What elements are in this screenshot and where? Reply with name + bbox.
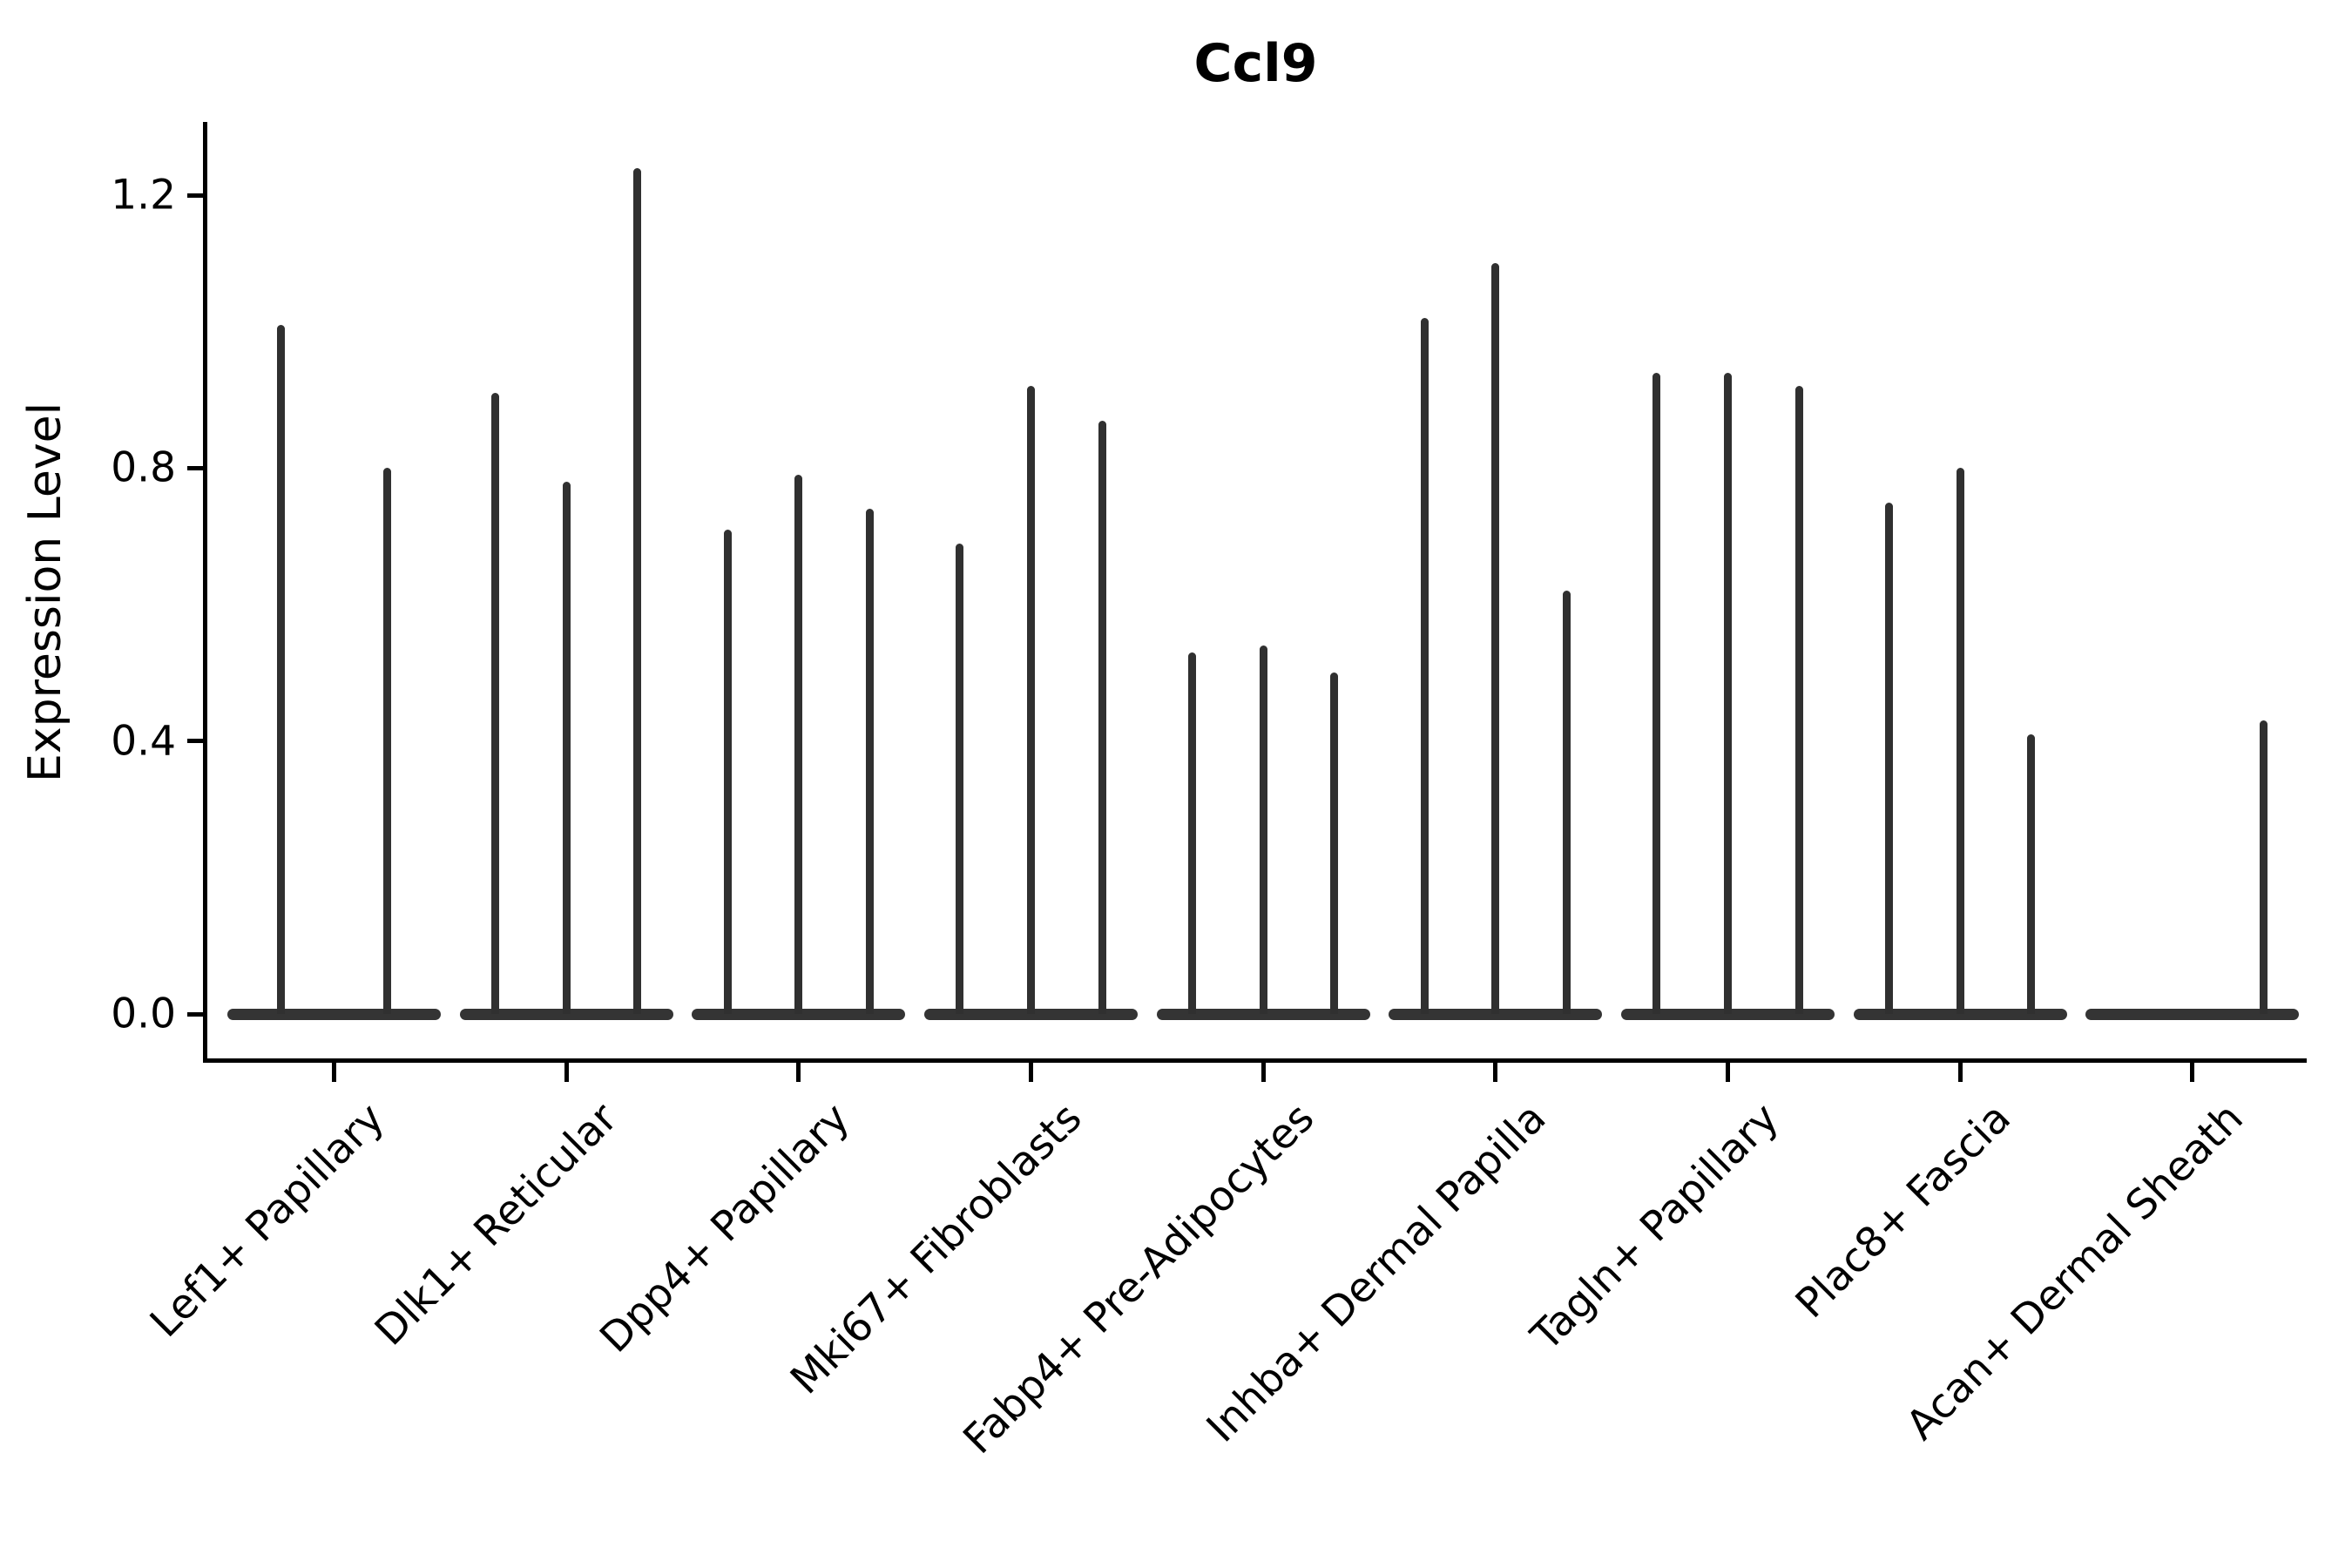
x-tick-mark	[1260, 1063, 1266, 1082]
x-tick-label: Lef1+ Papillary	[141, 1094, 395, 1347]
violin-spike	[1259, 645, 1267, 1014]
y-tick-mark	[187, 465, 205, 470]
violin-body	[923, 1008, 1138, 1020]
x-tick-mark	[2190, 1063, 2195, 1082]
violin-spike	[1723, 372, 1732, 1014]
y-tick-label: 0.0	[111, 990, 176, 1038]
violin-body	[1620, 1008, 1835, 1020]
violin-body	[2085, 1008, 2300, 1020]
x-tick-mark	[796, 1063, 801, 1082]
x-tick-mark	[1957, 1063, 1963, 1082]
x-tick-mark	[1028, 1063, 1033, 1082]
violin-spike	[1884, 502, 1893, 1014]
violin-body	[692, 1008, 906, 1020]
violin-spike	[1026, 386, 1035, 1014]
y-tick-label: 0.4	[111, 717, 176, 766]
y-tick-label: 0.8	[111, 443, 176, 492]
violin-spike	[490, 393, 499, 1014]
y-tick-mark	[187, 739, 205, 744]
violin-spike	[633, 167, 642, 1014]
violin-body	[459, 1008, 673, 1020]
violin-spike	[2259, 720, 2268, 1014]
violin-spike	[276, 324, 285, 1014]
violin-spike	[1330, 672, 1339, 1014]
violin-spike	[1956, 468, 1964, 1014]
violin-body	[1156, 1008, 1370, 1020]
violin-spike	[956, 543, 964, 1014]
violin-spike	[1420, 318, 1429, 1014]
violin-spike	[723, 529, 732, 1014]
violin-body	[1389, 1008, 1603, 1020]
violin-spike	[1794, 386, 1803, 1014]
x-tick-label: Dpp4+ Papillary	[590, 1094, 859, 1362]
violin-spike	[2027, 733, 2036, 1014]
violin-body	[1853, 1008, 2067, 1020]
violin-spike	[794, 475, 803, 1014]
violin-spike	[1098, 420, 1106, 1014]
violin-spike	[562, 482, 571, 1014]
x-tick-label: Plac8+ Fascia	[1786, 1094, 2020, 1328]
x-tick-label: Dlk1+ Reticular	[365, 1094, 626, 1355]
y-axis-label: Expression Level	[19, 402, 71, 783]
violin-spike	[1491, 263, 1500, 1014]
y-axis-spine	[203, 122, 207, 1061]
x-tick-mark	[331, 1063, 336, 1082]
y-tick-mark	[187, 193, 205, 198]
x-tick-mark	[1725, 1063, 1730, 1082]
x-axis-spine	[203, 1058, 2307, 1063]
violin-spike	[1187, 652, 1196, 1014]
violin-spike	[1652, 372, 1661, 1014]
y-tick-label: 1.2	[111, 171, 176, 220]
y-tick-mark	[187, 1011, 205, 1017]
violin-spike	[1562, 591, 1571, 1014]
violin-spike	[865, 509, 874, 1014]
chart-title: Ccl9	[1193, 33, 1318, 94]
x-tick-label: Tagln+ Papillary	[1521, 1094, 1788, 1361]
violin-body	[226, 1008, 441, 1020]
x-tick-mark	[564, 1063, 569, 1082]
x-tick-mark	[1493, 1063, 1498, 1082]
violin-spike	[383, 468, 392, 1014]
